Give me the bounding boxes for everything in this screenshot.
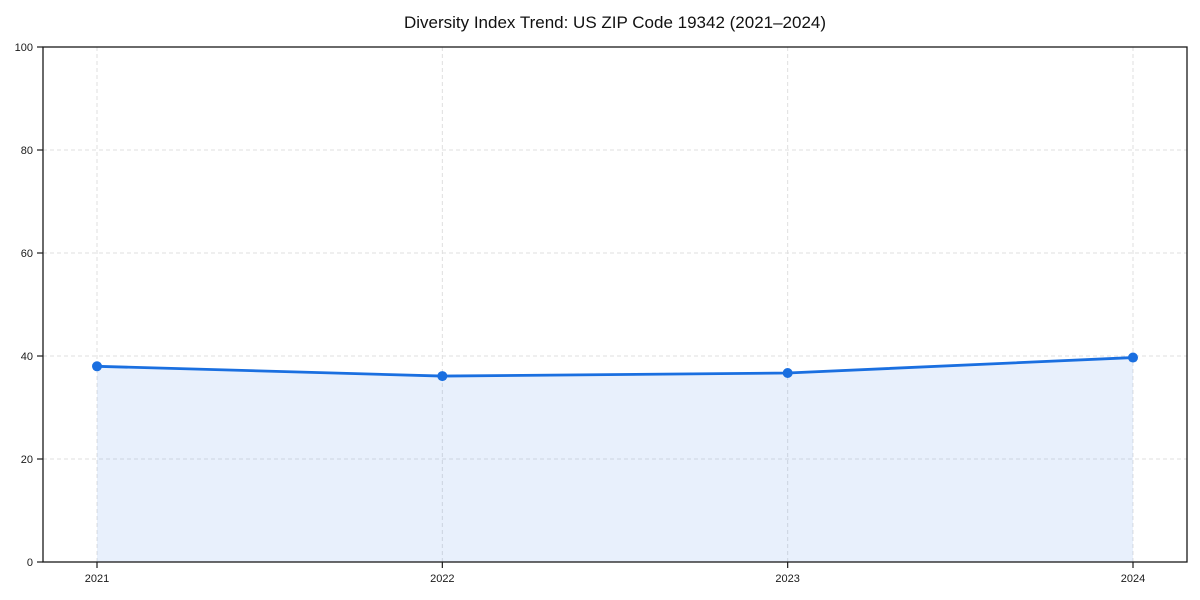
y-tick-label: 80 [21, 145, 33, 157]
x-tick-label: 2023 [775, 573, 799, 585]
y-tick-label: 0 [27, 557, 33, 569]
x-tick-label: 2022 [430, 573, 454, 585]
data-point [1128, 352, 1138, 363]
data-point [92, 361, 102, 372]
y-tick-label: 40 [21, 351, 33, 363]
x-tick-label: 2021 [85, 573, 109, 585]
y-tick-label: 60 [21, 248, 33, 260]
plot-border [42, 46, 1188, 563]
y-tick-label: 20 [21, 454, 33, 466]
x-tick-label: 2024 [1121, 573, 1145, 585]
y-tick-label: 100 [15, 42, 33, 54]
trend-line [95, 356, 1135, 378]
data-point [782, 367, 793, 378]
area-fill [97, 357, 1133, 562]
data-point [437, 371, 448, 382]
chart-title: Diversity Index Trend: US ZIP Code 19342… [403, 13, 827, 32]
